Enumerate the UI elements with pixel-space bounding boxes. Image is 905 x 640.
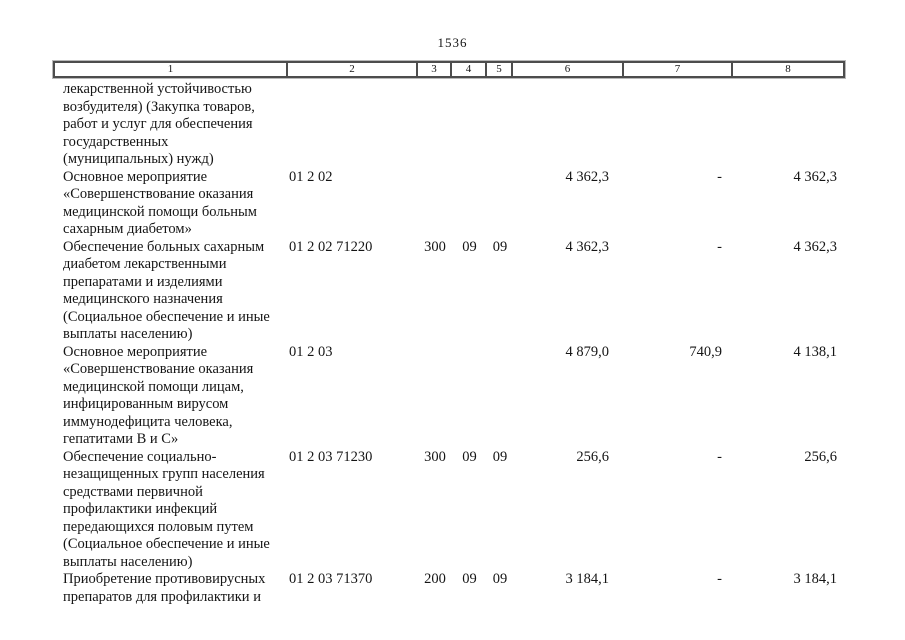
subsection-cell: 09 xyxy=(492,571,508,587)
total-amount-cell: 4 879,0 xyxy=(565,343,610,360)
federal-amount-cell: 740,9 xyxy=(689,343,722,360)
program-name-cell: Основное мероприятие «Совершенствование … xyxy=(63,168,257,238)
table-row: Основное мероприятие «Совершенствование … xyxy=(55,169,843,239)
table-row: Обеспечение больных сахарным диабетом ле… xyxy=(55,239,843,344)
program-name-cell: Приобретение противовирусных препаратов … xyxy=(63,571,266,605)
target-code-cell: 01 2 02 71220 xyxy=(289,238,373,255)
target-code-cell: 01 2 02 xyxy=(289,168,333,185)
regional-amount-cell: 4 362,3 xyxy=(793,168,838,185)
table-body: лекарственной устойчивостью возбудителя)… xyxy=(55,81,843,606)
total-amount-cell: 256,6 xyxy=(576,448,609,465)
subsection-cell: 09 xyxy=(492,238,508,255)
total-amount-cell: 4 362,3 xyxy=(565,168,610,185)
program-name-cell: Обеспечение больных сахарным диабетом ле… xyxy=(63,238,270,343)
column-header-2: 2 xyxy=(288,63,418,76)
column-header-3: 3 xyxy=(418,63,452,76)
program-name-cell: лекарственной устойчивостью возбудителя)… xyxy=(63,81,255,167)
program-name-cell: Обеспечение социально- незащищенных груп… xyxy=(63,448,270,570)
table-row: Обеспечение социально- незащищенных груп… xyxy=(55,449,843,572)
federal-amount-cell: - xyxy=(717,571,722,587)
expense-type-cell: 300 xyxy=(424,448,446,465)
column-header-4: 4 xyxy=(452,63,487,76)
section-cell: 09 xyxy=(462,448,477,465)
target-code-cell: 01 2 03 xyxy=(289,343,333,360)
federal-amount-cell: - xyxy=(717,238,722,255)
table-row: Основное мероприятие «Совершенствование … xyxy=(55,344,843,449)
table-row: Приобретение противовирусных препаратов … xyxy=(55,571,843,606)
program-name-cell: Основное мероприятие «Совершенствование … xyxy=(63,343,254,448)
total-amount-cell: 4 362,3 xyxy=(565,238,610,255)
column-header-5: 5 xyxy=(487,63,513,76)
section-cell: 09 xyxy=(462,571,477,587)
regional-amount-cell: 4 138,1 xyxy=(793,343,838,360)
subsection-cell: 09 xyxy=(492,448,508,465)
page-number: 1536 xyxy=(437,35,468,50)
column-header-row: 1 2 3 4 5 6 7 8 xyxy=(53,61,845,78)
column-header-7: 7 xyxy=(624,63,733,76)
target-code-cell: 01 2 03 71370 xyxy=(289,571,373,587)
table-row: лекарственной устойчивостью возбудителя)… xyxy=(55,81,843,169)
target-code-cell: 01 2 03 71230 xyxy=(289,448,373,465)
regional-amount-cell: 4 362,3 xyxy=(793,238,838,255)
regional-amount-cell: 3 184,1 xyxy=(793,571,838,587)
column-header-6: 6 xyxy=(513,63,624,76)
federal-amount-cell: - xyxy=(717,448,722,465)
section-cell: 09 xyxy=(462,238,477,255)
column-header-1: 1 xyxy=(55,63,288,76)
column-header-8: 8 xyxy=(785,63,791,75)
federal-amount-cell: - xyxy=(717,168,722,185)
regional-amount-cell: 256,6 xyxy=(804,448,837,465)
expense-type-cell: 300 xyxy=(424,238,446,255)
total-amount-cell: 3 184,1 xyxy=(565,571,610,587)
expense-type-cell: 200 xyxy=(424,571,446,587)
